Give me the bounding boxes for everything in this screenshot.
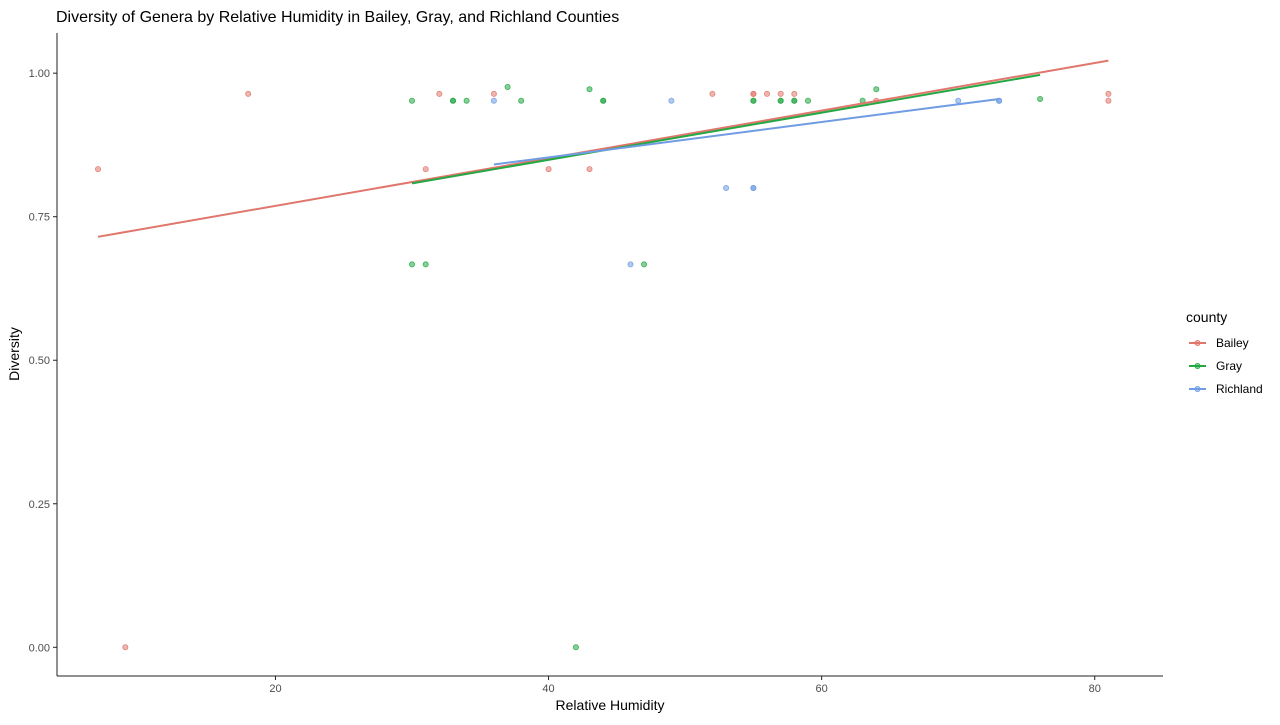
data-point-gray — [422, 261, 429, 268]
legend-label-gray: Gray — [1216, 359, 1242, 373]
x-tick-label: 20 — [269, 683, 281, 695]
data-point-richland — [723, 184, 730, 191]
trend-line-richland — [493, 98, 1000, 166]
data-point-gray — [463, 97, 470, 104]
data-point-gray — [408, 261, 415, 268]
data-point-bailey — [95, 166, 102, 173]
trend-line-bailey — [97, 59, 1109, 238]
legend-title: county — [1186, 309, 1227, 325]
x-tick-label: 80 — [1089, 683, 1101, 695]
data-point-richland — [750, 184, 757, 191]
data-point-gray — [586, 86, 593, 93]
data-point-bailey — [1105, 90, 1112, 97]
y-tick-label: 0.75 — [29, 212, 50, 224]
trend-line-gray — [411, 73, 1041, 185]
legend-key-point-bailey — [1194, 339, 1201, 346]
data-point-richland — [490, 97, 497, 104]
data-point-richland — [668, 97, 675, 104]
data-point-richland — [955, 97, 962, 104]
data-point-gray — [641, 261, 648, 268]
legend-label-bailey: Bailey — [1216, 336, 1249, 350]
data-point-gray — [572, 644, 579, 651]
data-point-bailey — [436, 90, 443, 97]
x-axis-title: Relative Humidity — [556, 697, 665, 713]
data-point-bailey — [1105, 97, 1112, 104]
y-tick-label: 1.00 — [29, 68, 50, 80]
data-point-gray — [750, 97, 757, 104]
data-point-gray — [777, 97, 784, 104]
legend-label-richland: Richland — [1216, 382, 1263, 396]
data-point-bailey — [750, 90, 757, 97]
data-point-bailey — [709, 90, 716, 97]
data-point-gray — [791, 97, 798, 104]
data-point-bailey — [764, 90, 771, 97]
data-point-gray — [518, 97, 525, 104]
data-point-bailey — [777, 90, 784, 97]
y-tick-label: 0.50 — [29, 355, 50, 367]
data-point-gray — [504, 84, 511, 91]
data-point-gray — [873, 86, 880, 93]
x-tick-label: 60 — [816, 683, 828, 695]
data-point-gray — [408, 97, 415, 104]
data-point-bailey — [586, 166, 593, 173]
data-point-bailey — [545, 166, 552, 173]
data-point-bailey — [791, 90, 798, 97]
y-tick-label: 0.00 — [29, 642, 50, 654]
legend-key-point-richland — [1194, 385, 1201, 392]
data-point-gray — [805, 97, 812, 104]
data-point-richland — [627, 261, 634, 268]
data-point-bailey — [490, 90, 497, 97]
data-point-bailey — [245, 90, 252, 97]
data-point-gray — [1037, 96, 1044, 103]
legend: county Bailey Gray Richland — [1186, 309, 1263, 396]
y-tick-label: 0.25 — [29, 499, 50, 511]
data-point-gray — [600, 97, 607, 104]
y-axis-title: Diversity — [6, 327, 22, 381]
plot-area — [95, 59, 1112, 651]
data-point-gray — [449, 97, 456, 104]
legend-key-point-gray — [1194, 362, 1201, 369]
data-point-bailey — [422, 166, 429, 173]
axes: 20 40 60 80 0.00 0.25 0.50 0.75 1.00 — [29, 33, 1163, 695]
data-point-bailey — [122, 644, 129, 651]
chart-title: Diversity of Genera by Relative Humidity… — [56, 9, 619, 26]
x-tick-label: 40 — [542, 683, 554, 695]
